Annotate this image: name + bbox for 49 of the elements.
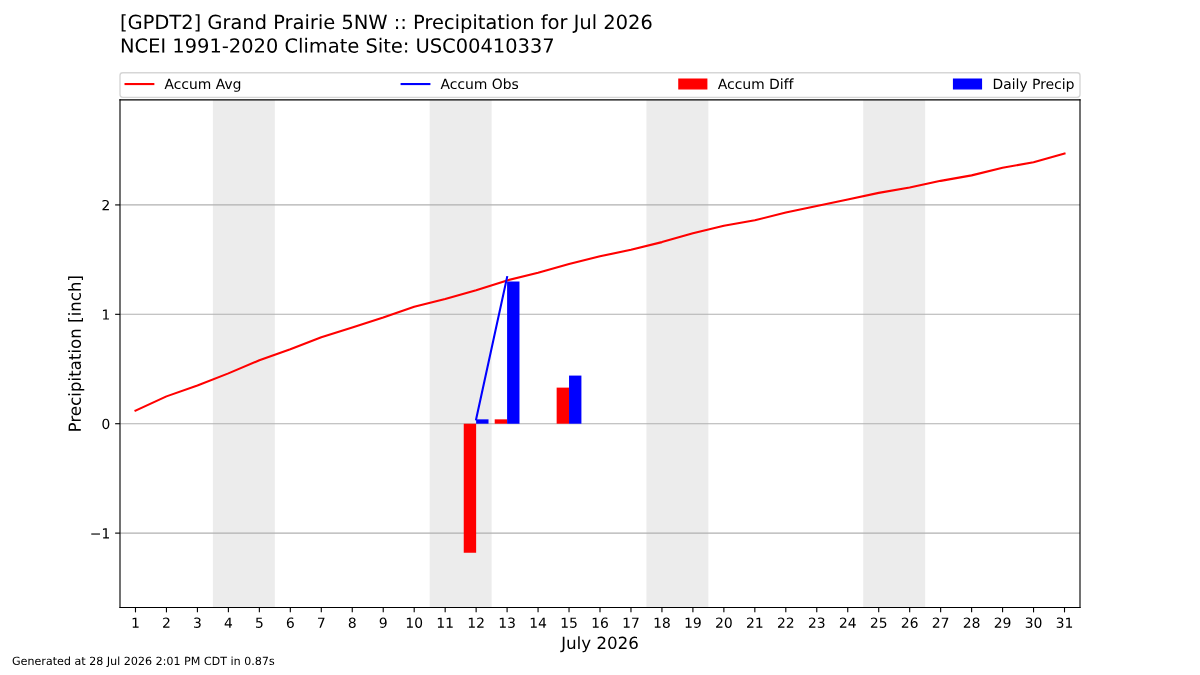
- x-tick-label: 15: [561, 617, 577, 628]
- x-tick-label: 7: [318, 617, 325, 628]
- y-tick-label: −1: [91, 528, 109, 539]
- chart-title: [GPDT2] Grand Prairie 5NW :: Precipitation for Jul 2026: [121, 14, 652, 34]
- x-tick-label: 4: [224, 617, 233, 628]
- x-tick-label: 19: [685, 617, 701, 628]
- bar: [569, 375, 582, 424]
- x-tick-label: 17: [623, 617, 639, 628]
- x-tick-label: 29: [994, 617, 1011, 628]
- x-tick-label: 24: [839, 617, 856, 628]
- x-tick-label: 11: [437, 617, 453, 628]
- x-tick-label: 28: [963, 617, 980, 628]
- x-tick-label: 27: [932, 617, 949, 628]
- x-tick-label: 14: [530, 617, 547, 628]
- line-series: [134, 152, 1066, 412]
- x-tick-label: 25: [870, 617, 887, 628]
- x-tick-label: 31: [1056, 617, 1073, 628]
- y-axis-title: Precipitation [inch]: [68, 276, 85, 431]
- x-tick-label: 30: [1025, 617, 1042, 628]
- x-tick-label: 20: [716, 617, 732, 628]
- x-axis-title: July 2026: [560, 636, 638, 653]
- x-tick-label: 16: [592, 617, 608, 628]
- legend-label: Daily Precip: [993, 78, 1074, 92]
- x-tick-label: 9: [379, 617, 387, 628]
- x-tick-label: 13: [499, 617, 515, 628]
- x-tick-label: 22: [777, 617, 794, 628]
- x-tick-label: 1: [132, 617, 139, 628]
- x-tick-label: 8: [348, 617, 356, 628]
- x-tick-label: 3: [194, 617, 201, 628]
- x-tick-label: 21: [747, 617, 763, 628]
- bar: [494, 419, 508, 424]
- x-tick-label: 2: [163, 617, 170, 628]
- bar: [556, 387, 570, 424]
- x-tick-label: 26: [901, 617, 918, 628]
- text: Generated at 28 Jul 2026 2:01 PM CDT in 0.87s: [12, 656, 275, 668]
- bar: [463, 423, 477, 553]
- legend-label: Accum Obs: [440, 78, 519, 90]
- legend-label: Accum Avg: [164, 78, 241, 92]
- y-tick-label: 0: [102, 418, 110, 430]
- x-tick-label: 6: [286, 617, 294, 628]
- x-tick-label: 18: [654, 617, 670, 628]
- y-tick-label: 2: [102, 199, 109, 211]
- legend-label: Accum Diff: [717, 78, 794, 90]
- x-tick-label: 23: [808, 617, 825, 628]
- chart-subtitle: NCEI 1991-2020 Climate Site: USC00410337: [121, 37, 554, 53]
- y-tick-label: 1: [102, 309, 109, 320]
- x-tick-label: 12: [468, 617, 484, 628]
- x-tick-label: 5: [256, 617, 263, 628]
- x-tick-label: 10: [406, 617, 423, 628]
